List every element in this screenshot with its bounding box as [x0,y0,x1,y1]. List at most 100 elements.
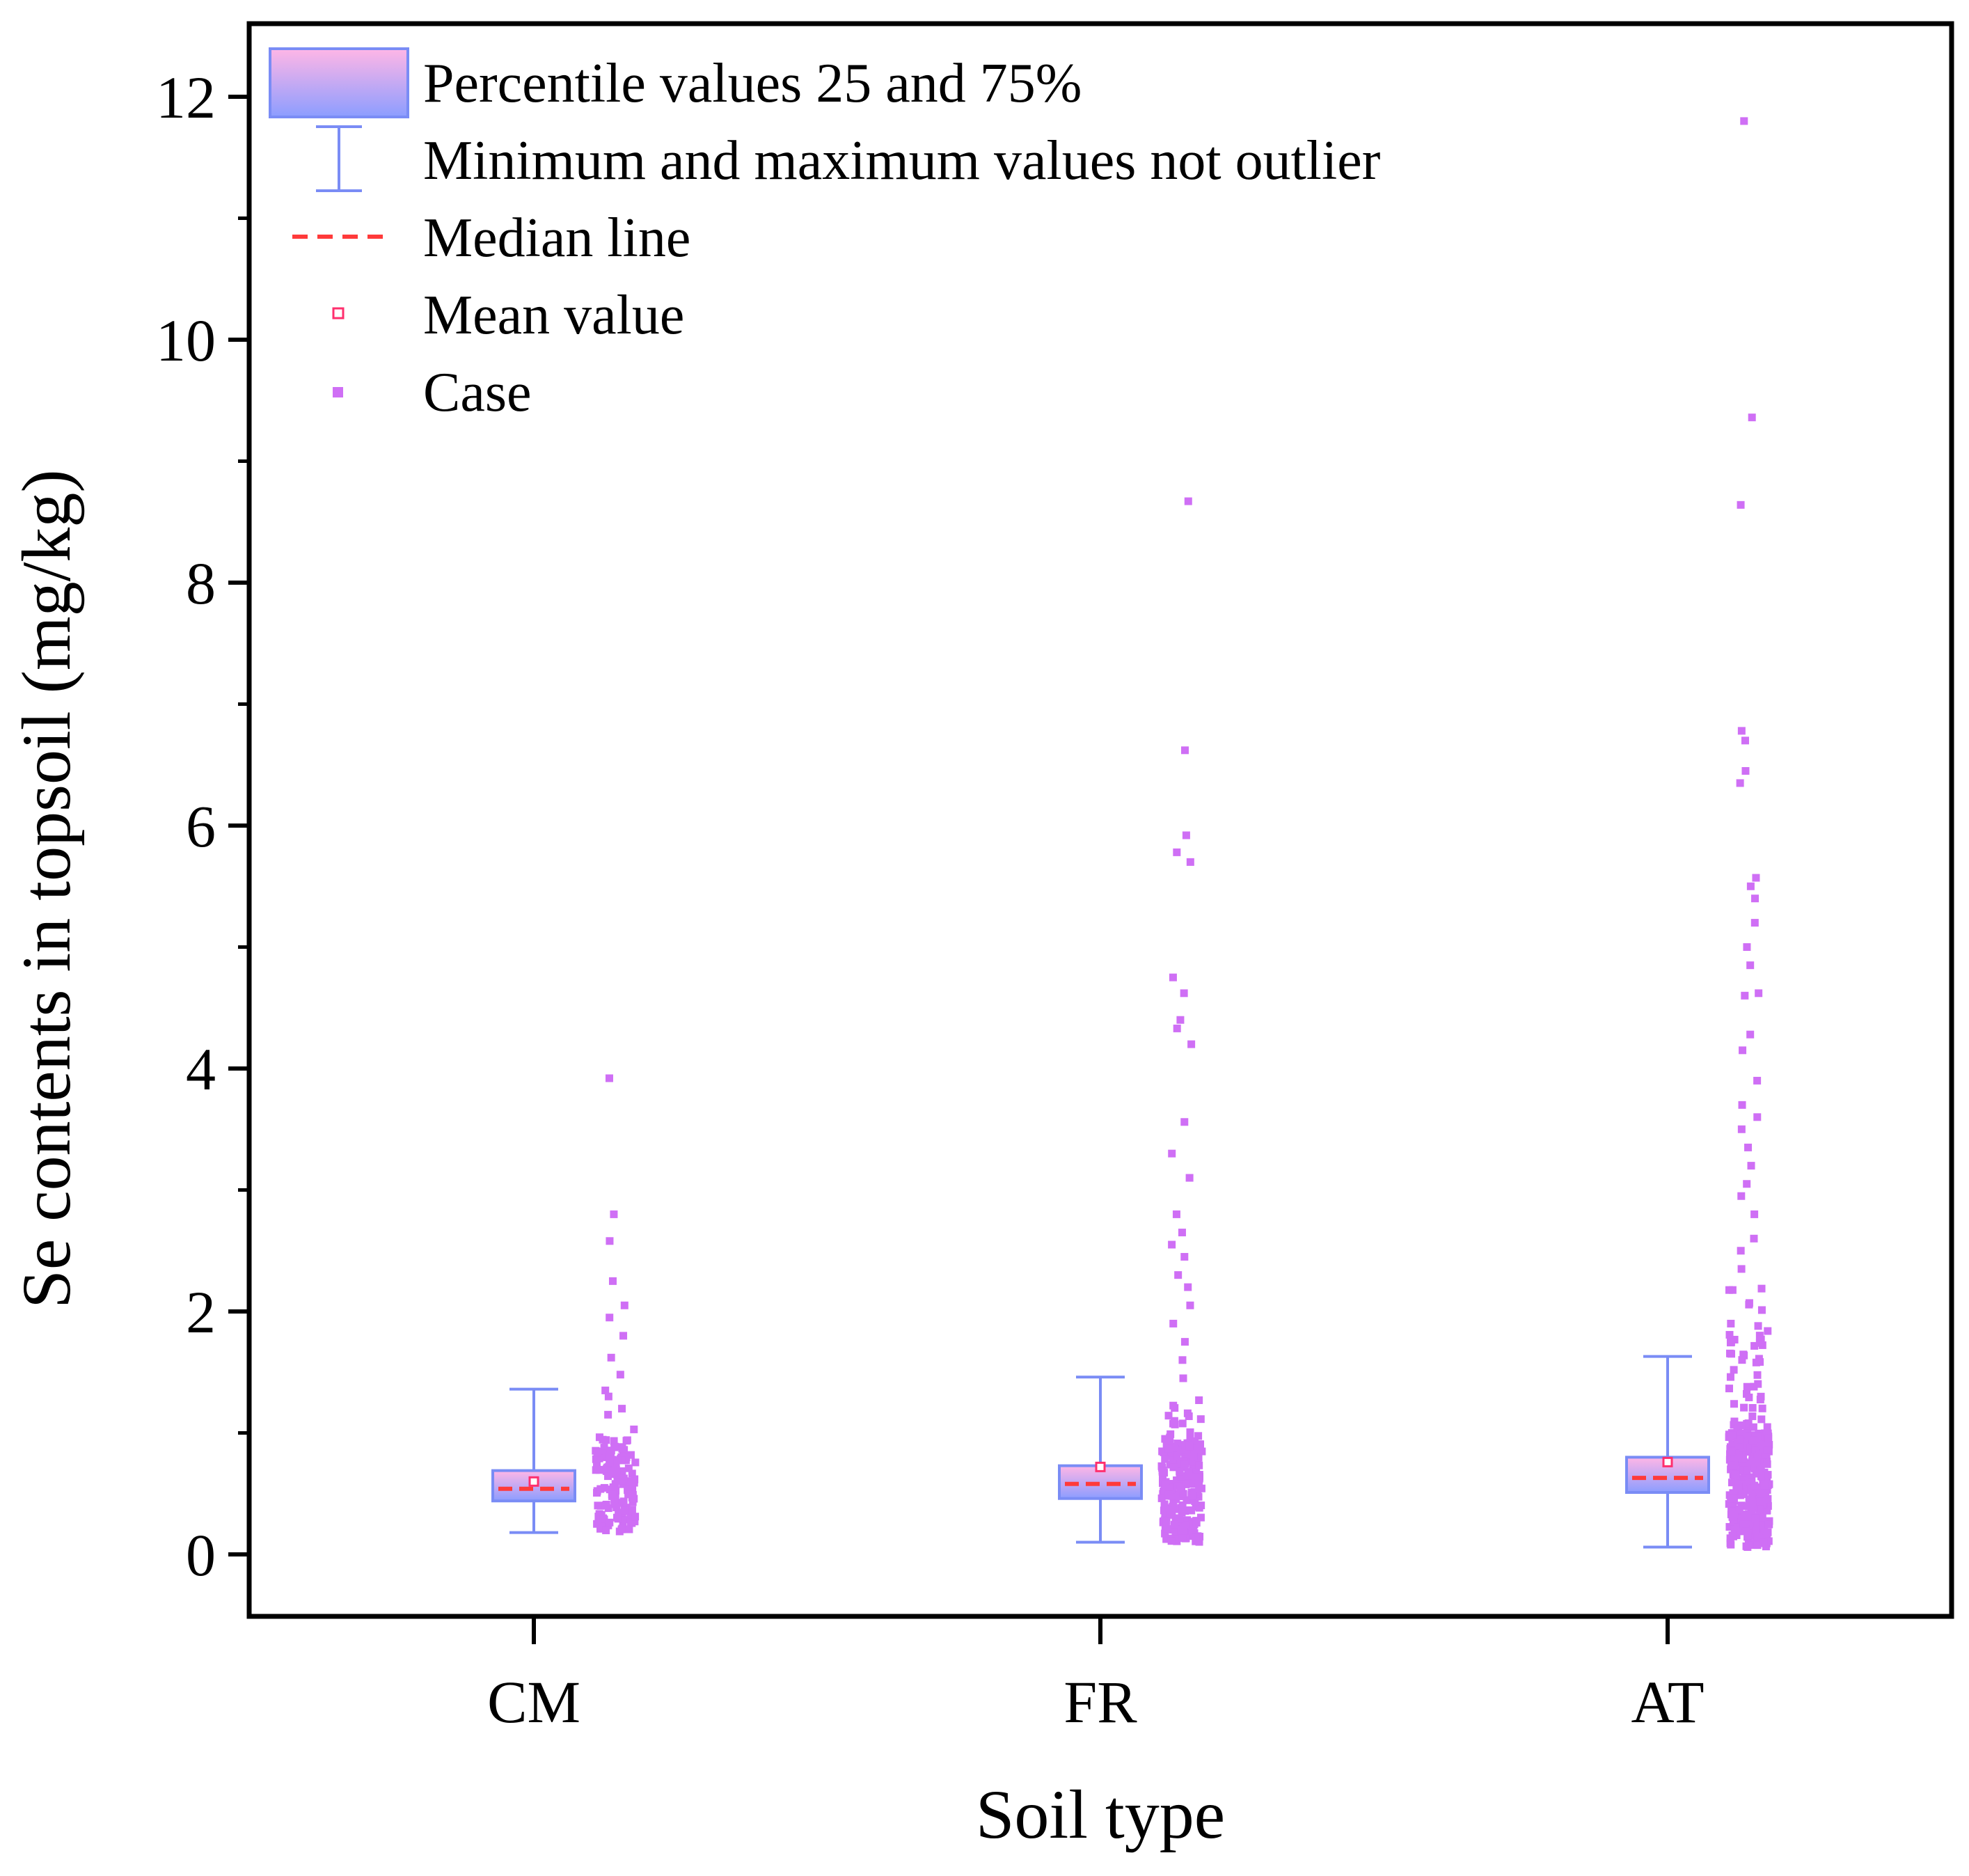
case-point [1755,1339,1764,1347]
case-point-outlier [1740,117,1748,125]
case-point [1164,1490,1173,1499]
case-point [1169,1526,1177,1534]
case-point [1764,1528,1772,1536]
case-point [592,1461,601,1469]
case-point [1176,1515,1184,1523]
case-point [1740,1511,1748,1519]
case-point [618,1524,626,1533]
y-tick-label: 0 [186,1522,216,1589]
case-point [600,1444,608,1452]
case-point [612,1500,620,1508]
y-tick-label: 10 [156,307,216,374]
case-point-outlier [1169,973,1177,982]
case-point [1162,1517,1171,1525]
case-point [630,1425,638,1433]
case-point [1195,1504,1203,1512]
case-point [1195,1396,1203,1405]
case-point [1157,1462,1166,1470]
case-point-outlier [620,1301,628,1309]
case-point [1760,1538,1768,1547]
case-point [1183,1496,1191,1504]
case-point-outlier [1176,1016,1185,1024]
case-point [1173,1452,1181,1460]
case-point [1764,1537,1773,1545]
case-point [1728,1513,1737,1521]
case-point [1727,1447,1736,1456]
case-point-outlier [1752,874,1760,882]
case-point [1167,1485,1176,1494]
case-point [1748,1457,1756,1465]
case-point-outlier [1746,882,1755,890]
case-point-outlier [1180,1338,1189,1346]
x-axis-title: Soil type [976,1776,1225,1853]
case-points-layer [592,117,1773,1551]
case-point [1739,1455,1747,1463]
case-point [1728,1531,1737,1540]
case-point [1744,1521,1753,1529]
x-tick-label-fr: FR [1063,1669,1137,1735]
case-point [622,1437,631,1445]
case-point [1758,1441,1766,1449]
case-point-outlier [606,1237,614,1245]
case-point [1755,1485,1763,1494]
y-axis: 0 2 4 6 8 10 12 [156,64,249,1589]
case-point-outlier [1753,1113,1762,1121]
case-point [628,1490,637,1499]
case-point [1195,1473,1203,1481]
case-point [595,1454,603,1463]
case-point [1765,1440,1773,1449]
case-point [1186,1428,1194,1436]
case-point-outlier [610,1210,618,1218]
case-point [1734,1523,1742,1531]
case-point-outlier [1737,1247,1745,1255]
case-point [1180,1460,1189,1469]
case-point [610,1437,618,1445]
case-point [1169,1419,1178,1428]
case-point [1740,1403,1748,1412]
case-point [594,1501,602,1510]
case-point [1177,1472,1185,1481]
case-point [1164,1444,1173,1453]
case-point [1763,1460,1771,1468]
legend-box-swatch [269,47,409,118]
case-point [626,1451,635,1459]
case-point [1750,1504,1758,1512]
case-point [1756,1497,1764,1506]
case-point-outlier [1180,1252,1189,1261]
case-point-outlier [1747,1162,1755,1170]
case-point [1189,1480,1197,1488]
case-point-outlier [1737,1192,1746,1200]
case-point-outlier [1180,989,1188,998]
case-point [631,1475,639,1483]
case-point [1763,1446,1771,1454]
legend-label-case: Case [423,362,532,423]
case-point [613,1456,622,1465]
case-points-fr [1157,497,1206,1546]
case-point [1763,1506,1771,1515]
case-point [609,1483,617,1491]
legend-whisker-swatch [316,125,362,192]
case-point [1179,1490,1187,1498]
case-point [1734,1449,1743,1458]
case-point-outlier [1180,746,1189,755]
case-point-outlier [1741,736,1749,745]
case-point [1178,1534,1187,1543]
case-point [601,1501,610,1510]
case-point [1169,1456,1177,1464]
case-point-outlier [1178,1356,1187,1364]
case-point [1727,1338,1735,1346]
case-point [603,1465,611,1473]
y-axis-title: Se contents in topsoil (mg/kg) [8,469,85,1308]
case-point [1727,1479,1736,1487]
case-point [1743,1419,1751,1428]
case-point [1749,1423,1757,1431]
case-point [1189,1475,1197,1483]
case-point [1743,1382,1751,1391]
case-points-cm [592,1074,640,1536]
legend-label-median: Median line [423,207,690,269]
case-point [628,1469,636,1478]
case-point-outlier [1753,1076,1762,1085]
case-point [618,1467,626,1475]
case-point [1735,1441,1743,1449]
case-point [1734,1424,1743,1432]
